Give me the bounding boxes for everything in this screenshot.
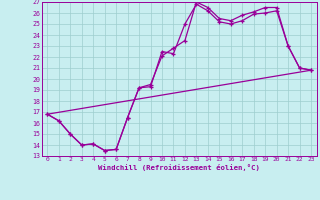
X-axis label: Windchill (Refroidissement éolien,°C): Windchill (Refroidissement éolien,°C) [98,164,260,171]
